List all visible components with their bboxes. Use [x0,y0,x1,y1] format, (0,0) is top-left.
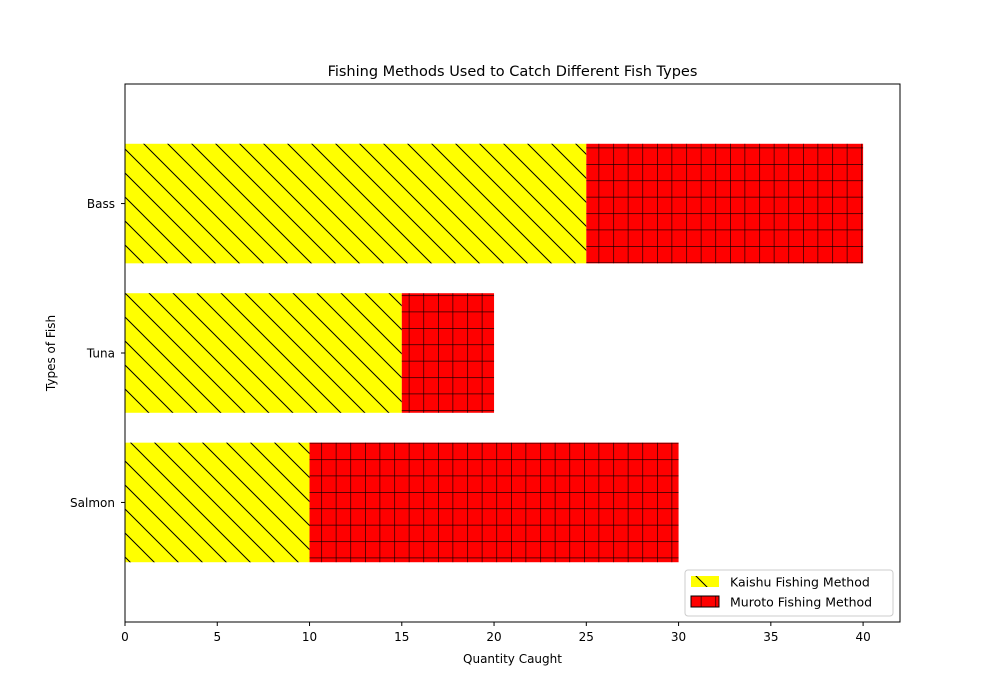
legend: Kaishu Fishing Method Muroto Fishing Met… [684,569,894,617]
y-tick-label-tuna: Tuna [86,347,115,361]
x-tick-label: 30 [671,630,686,644]
bar-hatch-bass-muroto [586,143,864,264]
x-axis-label: Quantity Caught [463,652,562,666]
y-axis-label: Types of Fish [44,315,58,392]
legend-entry-kaishu: Kaishu Fishing Method [691,575,870,590]
x-tick-label: 5 [213,630,221,644]
bar-hatch-salmon-kaishu [125,442,310,563]
y-tick-label-bass: Bass [87,197,115,211]
bars-group [125,143,864,563]
bar-hatch-tuna-muroto [401,293,495,413]
legend-label-muroto: Muroto Fishing Method [730,595,872,610]
bar-hatch-tuna-kaishu [125,293,402,413]
plot-frame [124,83,901,623]
x-tick-label: 15 [394,630,409,644]
x-tick-label: 25 [579,630,594,644]
legend-frame [684,569,894,617]
x-tick-label: 40 [855,630,870,644]
x-tick-label: 0 [121,630,129,644]
y-axis-ticks: Salmon Tuna Bass [70,197,125,510]
legend-label-kaishu: Kaishu Fishing Method [730,575,870,590]
legend-entry-muroto: Muroto Fishing Method [690,595,872,610]
bar-hatch-bass-kaishu [125,143,587,264]
bar-hatch-salmon-muroto [309,442,679,563]
y-tick-label-salmon: Salmon [70,496,115,510]
chart-title: Fishing Methods Used to Catch Different … [328,64,698,80]
x-tick-label: 20 [486,630,501,644]
legend-swatch-hatch-muroto [690,595,720,608]
x-axis-ticks: 0 5 10 15 20 25 30 35 40 [121,622,871,644]
x-tick-label: 10 [302,630,317,644]
x-tick-label: 35 [763,630,778,644]
legend-swatch-hatch-kaishu [691,576,719,587]
